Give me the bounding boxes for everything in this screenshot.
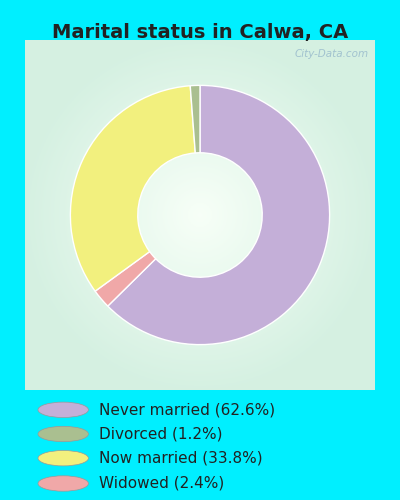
Text: Never married (62.6%): Never married (62.6%) [99, 402, 275, 417]
Text: Widowed (2.4%): Widowed (2.4%) [99, 476, 224, 491]
Wedge shape [95, 252, 156, 306]
Circle shape [38, 450, 88, 466]
Wedge shape [70, 86, 195, 291]
Text: City-Data.com: City-Data.com [294, 49, 368, 59]
Wedge shape [108, 86, 330, 344]
Wedge shape [190, 86, 200, 153]
Text: Marital status in Calwa, CA: Marital status in Calwa, CA [52, 23, 348, 42]
Text: Now married (33.8%): Now married (33.8%) [99, 450, 263, 466]
Circle shape [38, 426, 88, 442]
Circle shape [38, 402, 88, 417]
Circle shape [38, 476, 88, 491]
Text: Divorced (1.2%): Divorced (1.2%) [99, 426, 223, 442]
